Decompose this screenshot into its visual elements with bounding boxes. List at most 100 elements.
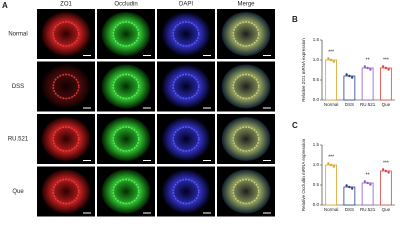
x-tick-label: Que <box>382 207 391 212</box>
scale-bar <box>263 212 271 214</box>
y-tick-label: 0.5 <box>313 77 320 82</box>
scale-bar <box>203 107 211 109</box>
scale-bar <box>143 212 151 214</box>
scale-bar <box>83 55 91 56</box>
scale-bar <box>203 55 211 56</box>
significance: *** <box>328 154 334 160</box>
scale-bar <box>143 107 151 109</box>
data-point <box>332 60 336 63</box>
scale-bar <box>143 55 151 56</box>
tissue-ring <box>112 178 140 205</box>
tissue <box>101 64 151 109</box>
tissue-ring <box>52 178 80 205</box>
tissue <box>41 64 91 109</box>
bar <box>325 164 337 206</box>
data-point <box>345 184 348 187</box>
x-tick-label: DSS <box>345 102 354 107</box>
y-axis-label: Relative ZO1 mRNA expression <box>301 38 306 102</box>
row-label: RU.521 <box>8 137 29 143</box>
tissue-ring <box>232 21 260 47</box>
column-header: Occludin <box>114 2 137 8</box>
tissue <box>161 117 211 161</box>
panel-label: A <box>2 1 8 10</box>
tissue-ring <box>52 73 80 100</box>
data-point <box>363 180 367 183</box>
scale-bar <box>263 160 271 161</box>
y-tick-label: 0.0 <box>313 97 320 102</box>
x-tick-label: DSS <box>345 207 354 212</box>
significance: ** <box>366 57 370 63</box>
tissue-ring <box>232 178 260 205</box>
tissue-ring <box>232 73 260 100</box>
significance: ** <box>366 172 370 178</box>
data-point <box>387 171 390 174</box>
bar <box>325 59 337 101</box>
significance: *** <box>328 49 334 55</box>
data-point <box>348 185 351 189</box>
bar <box>379 67 392 101</box>
tissue-ring <box>232 126 260 152</box>
tissue <box>101 169 151 214</box>
y-axis-label: Relative Occludin mRNA expression <box>301 138 306 211</box>
x-tick-label: Que <box>382 102 391 107</box>
panel-label: C <box>292 121 298 130</box>
bar <box>343 186 356 206</box>
scale-bar <box>143 160 151 161</box>
y-tick-label: 1.5 <box>313 142 320 147</box>
panel-label: B <box>292 15 298 24</box>
column-header: Merge <box>237 2 255 8</box>
data-point <box>332 165 336 168</box>
data-point <box>345 73 348 76</box>
scale-bar <box>263 107 271 109</box>
data-point <box>381 65 385 68</box>
tissue <box>221 64 271 109</box>
data-point <box>384 66 388 70</box>
scale-bar <box>83 212 91 214</box>
tissue <box>41 12 91 56</box>
tissue-ring <box>52 21 80 47</box>
x-tick-label: Normal <box>324 207 339 212</box>
tissue <box>101 117 151 161</box>
data-point <box>327 162 330 165</box>
data-point <box>350 76 354 79</box>
y-tick-label: 1.0 <box>313 57 320 62</box>
row-label: Que <box>12 189 24 195</box>
tissue-ring <box>172 21 200 47</box>
data-point <box>327 57 330 60</box>
data-point <box>329 163 333 167</box>
column-header: DAPI <box>179 2 193 8</box>
data-point <box>369 183 372 186</box>
tissue <box>221 12 271 56</box>
data-point <box>329 58 333 62</box>
data-point <box>387 68 390 71</box>
tissue <box>221 169 271 214</box>
row-label: Normal <box>8 32 27 38</box>
y-tick-label: 1.5 <box>313 37 320 42</box>
column-header: ZO1 <box>60 2 72 8</box>
y-tick-label: 0.5 <box>313 182 320 187</box>
scale-bar <box>83 107 91 109</box>
x-tick-label: Normal <box>324 102 339 107</box>
y-tick-label: 1.0 <box>313 162 320 167</box>
tissue <box>101 12 151 56</box>
tissue-ring <box>112 126 140 152</box>
tissue-ring <box>112 21 140 47</box>
data-point <box>366 66 369 70</box>
tissue <box>41 117 91 161</box>
tissue <box>161 169 211 214</box>
tissue-ring <box>172 178 200 205</box>
data-point <box>384 169 388 173</box>
row-label: DSS <box>12 84 24 90</box>
scale-bar <box>263 55 271 56</box>
tissue <box>161 12 211 56</box>
x-tick-label: RU.521 <box>360 102 376 107</box>
significance: *** <box>383 160 389 166</box>
tissue-ring <box>172 73 200 100</box>
data-point <box>348 74 351 78</box>
significance: *** <box>383 57 389 63</box>
tissue-ring <box>172 126 200 152</box>
scale-bar <box>203 212 211 214</box>
data-point <box>350 187 354 190</box>
scale-bar <box>83 160 91 161</box>
bar <box>343 75 356 101</box>
